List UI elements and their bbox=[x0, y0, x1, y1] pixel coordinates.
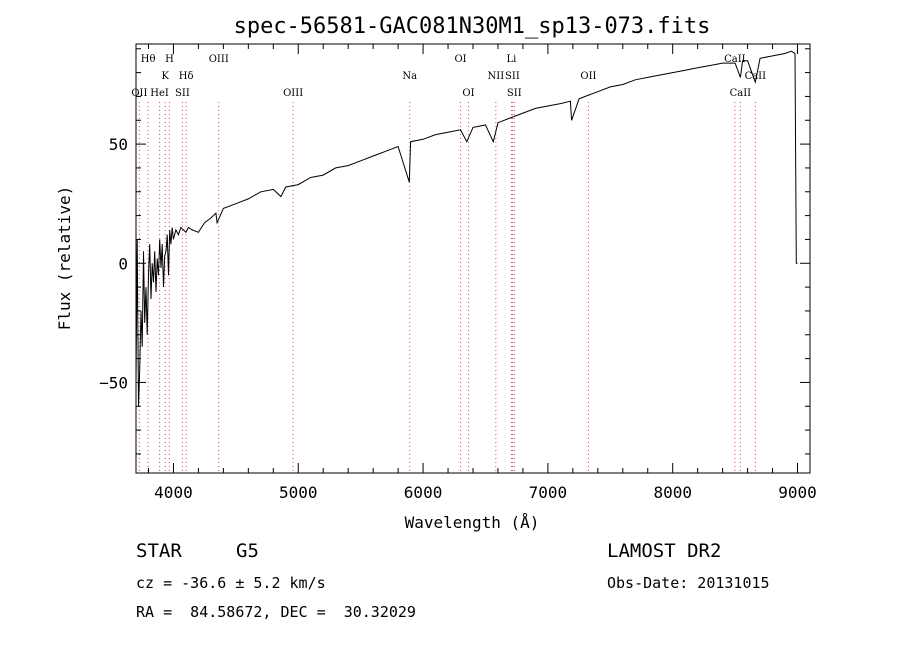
annotation-label: CaII bbox=[730, 88, 752, 99]
obs-date-text: Obs-Date: 20131015 bbox=[607, 574, 770, 592]
survey-name: LAMOST DR2 bbox=[607, 540, 722, 562]
y-tick-label: 0 bbox=[118, 254, 128, 273]
annotation-label: OII bbox=[131, 88, 147, 99]
object-class: STAR bbox=[136, 540, 182, 562]
x-tick-label: 5000 bbox=[279, 483, 318, 502]
annotation-label: OII bbox=[580, 71, 596, 82]
annotation-label: Hδ bbox=[179, 71, 194, 82]
annotation-label: SII bbox=[505, 71, 520, 82]
x-tick-label: 8000 bbox=[653, 483, 692, 502]
x-tick-label: 9000 bbox=[778, 483, 817, 502]
chart-title: spec-56581-GAC081N30M1_sp13-073.fits bbox=[234, 14, 711, 39]
annotation-label: CaII bbox=[745, 71, 767, 82]
x-tick-label: 4000 bbox=[154, 483, 193, 502]
annotation-label: SII bbox=[175, 88, 190, 99]
x-tick-label: 7000 bbox=[529, 483, 568, 502]
object-subclass: G5 bbox=[236, 540, 259, 562]
annotation-label: OI bbox=[454, 54, 466, 65]
coordinates-text: RA = 84.58672, DEC = 30.32029 bbox=[136, 603, 416, 621]
plot-frame bbox=[135, 43, 811, 474]
annotation-label: CaII bbox=[724, 54, 746, 65]
y-tick-label: 50 bbox=[109, 135, 128, 154]
y-tick-label: −50 bbox=[99, 373, 128, 392]
x-axis-ticks: 4000 5000 6000 7000 8000 9000 bbox=[147, 44, 817, 502]
annotation-label: OIII bbox=[209, 54, 229, 65]
x-axis-label: Wavelength (Å) bbox=[405, 513, 540, 532]
annotation-label: HeI bbox=[150, 88, 169, 99]
annotation-label: Hθ bbox=[141, 54, 156, 65]
annotation-label: NII bbox=[488, 71, 505, 82]
spectrum-line bbox=[135, 50, 798, 407]
x-tick-label: 6000 bbox=[404, 483, 443, 502]
y-axis-ticks: 50 0 −50 bbox=[99, 48, 810, 455]
annotation-label: Li bbox=[507, 54, 517, 65]
annotation-label: OIII bbox=[283, 88, 303, 99]
annotation-label: Na bbox=[402, 71, 417, 82]
annotation-lines bbox=[138, 102, 756, 473]
annotation-label: OI bbox=[462, 88, 474, 99]
redshift-text: cz = -36.6 ± 5.2 km/s bbox=[136, 574, 326, 592]
annotation-label: H bbox=[165, 54, 174, 65]
annotation-label: K bbox=[161, 71, 169, 82]
annotation-label: SII bbox=[507, 88, 522, 99]
y-axis-label: Flux (relative) bbox=[55, 186, 74, 331]
